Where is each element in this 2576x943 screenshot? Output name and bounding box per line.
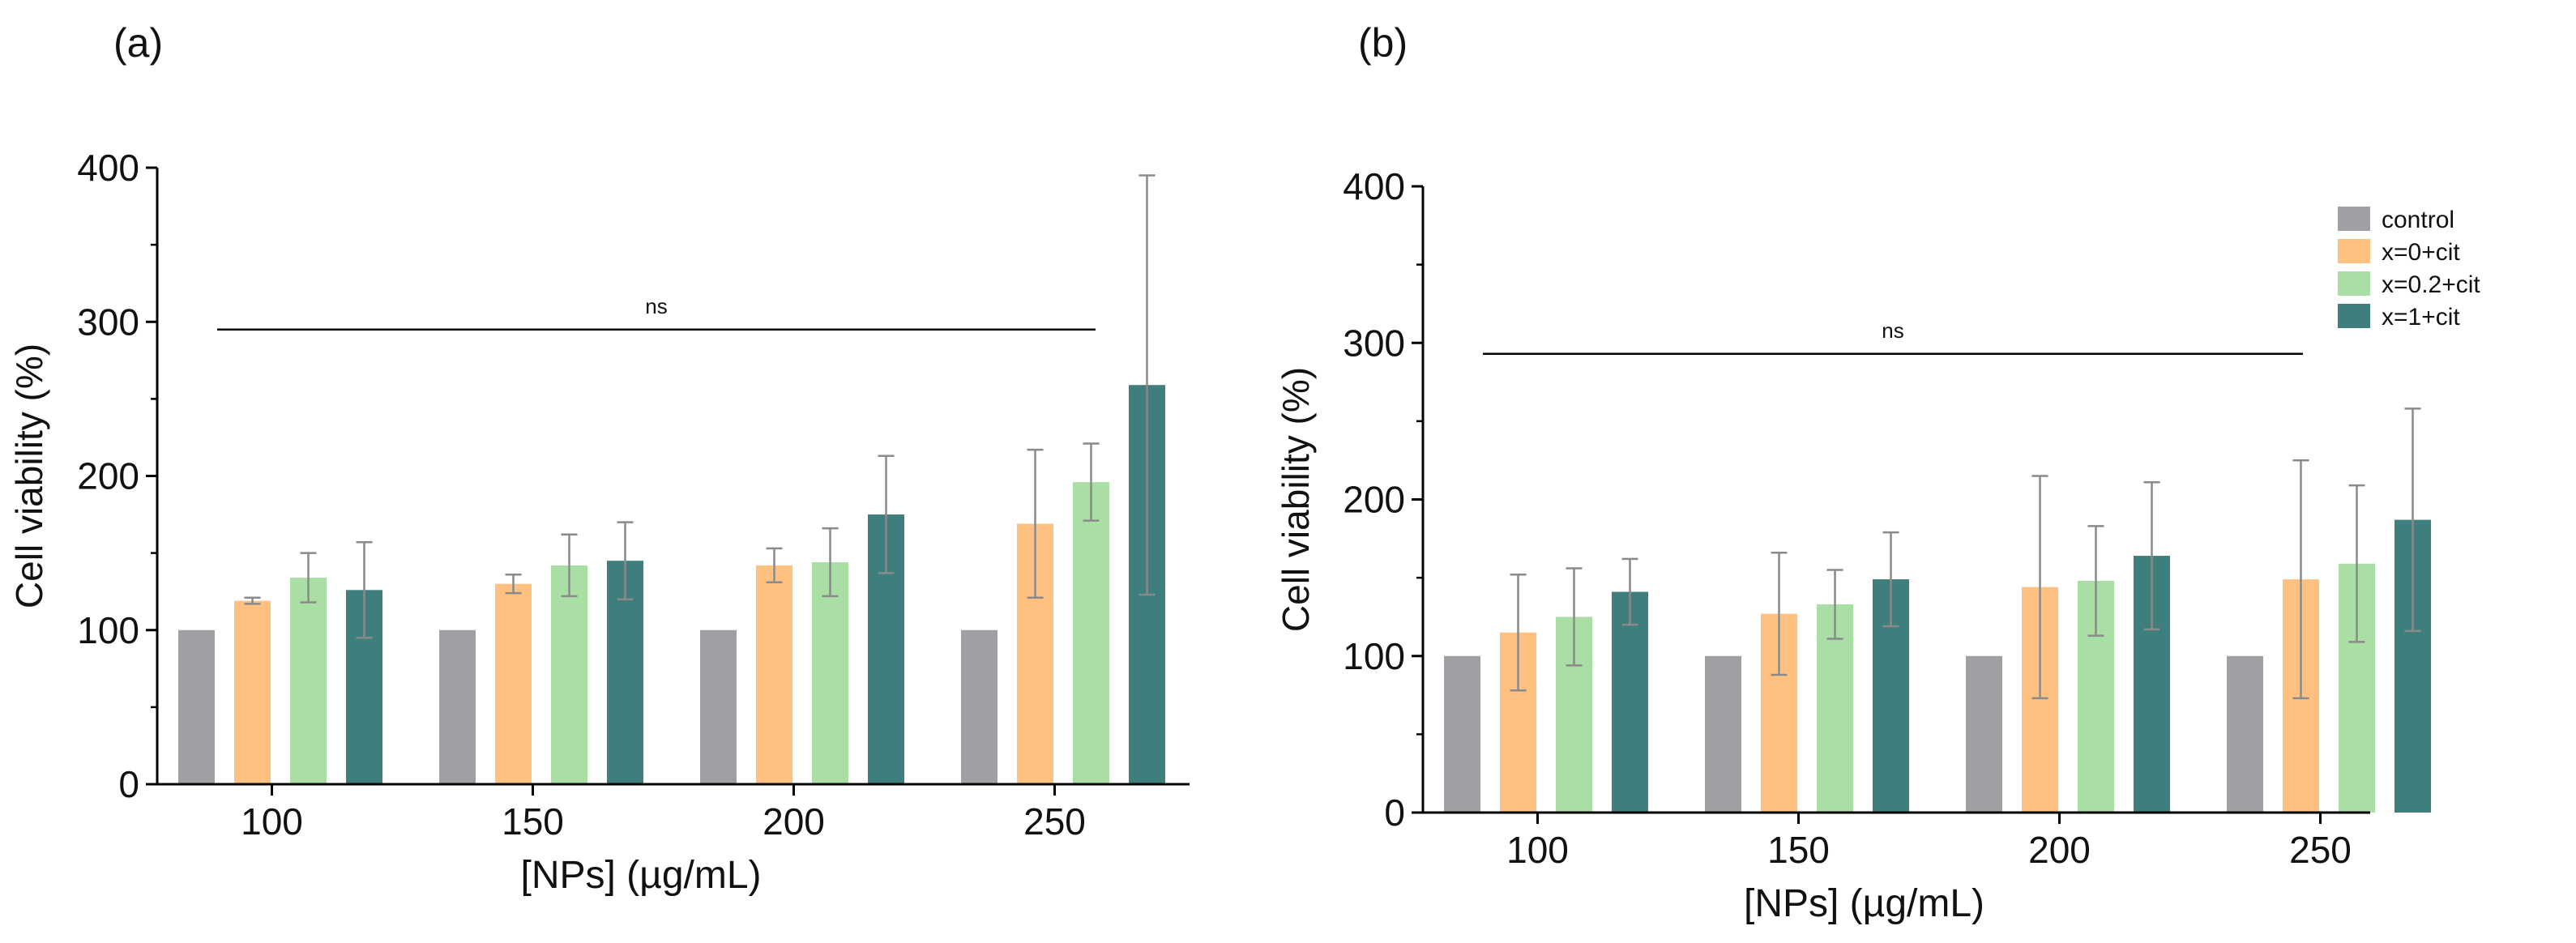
y-tick-label: 200 (77, 455, 139, 497)
legend-swatch (2338, 304, 2370, 328)
x-tick-label: 200 (763, 800, 825, 843)
y-tick-label: 200 (1343, 479, 1405, 521)
legend-swatch (2338, 207, 2370, 231)
bar (439, 629, 476, 784)
bar (2227, 655, 2263, 813)
y-tick-label: 300 (77, 301, 139, 343)
y-tick-label: 0 (1384, 792, 1405, 834)
bar (290, 578, 327, 784)
x-tick-label: 100 (241, 800, 303, 843)
legend-label: x=1+cit (2382, 304, 2460, 331)
y-tick-label: 300 (1343, 322, 1405, 364)
y-tick-label: 400 (1343, 165, 1405, 207)
legend-swatch (2338, 239, 2370, 263)
legend-swatch (2338, 271, 2370, 296)
bar (178, 629, 215, 784)
x-tick-label: 150 (1767, 829, 1830, 871)
legend-label: control (2382, 207, 2454, 233)
significance-label: ns (1882, 318, 1903, 343)
legend-label: x=0+cit (2382, 239, 2460, 266)
legend-label: x=0.2+cit (2382, 271, 2480, 298)
bar (1444, 655, 1480, 813)
bar (1073, 482, 1109, 784)
bar (756, 565, 792, 784)
bar (1612, 591, 1648, 813)
y-axis-label: Cell viability (%) (8, 343, 50, 608)
bar (551, 565, 587, 784)
panel-label: (b) (1358, 20, 1408, 66)
y-tick-label: 100 (77, 609, 139, 651)
y-tick-label: 100 (1343, 635, 1405, 677)
panel-label: (a) (113, 20, 163, 66)
bar (700, 629, 737, 784)
panel-a: (a) 0 100 200 300 400 100 150 200 250 [NPs] (µg/mL… (8, 20, 1190, 897)
bar (961, 629, 998, 784)
bar (1705, 655, 1741, 813)
bar (234, 600, 271, 784)
x-axis-label: [NPs] (µg/mL) (520, 854, 761, 897)
panel-b: (b) 0 100 200 300 400 100 150 200 250 [NPs] (µg/mL… (1275, 20, 2480, 925)
bar (812, 562, 848, 784)
significance-label: ns (645, 294, 667, 318)
x-axis-label: [NPs] (µg/mL) (1744, 882, 1984, 925)
x-tick-label: 250 (1023, 800, 1086, 843)
x-tick-label: 150 (502, 800, 564, 843)
x-tick-label: 250 (2289, 829, 2352, 871)
bar (1966, 655, 2002, 813)
x-tick-label: 200 (2028, 829, 2091, 871)
x-tick-label: 100 (1506, 829, 1569, 871)
y-tick-label: 0 (118, 763, 139, 805)
bar (495, 583, 532, 784)
y-axis-label: Cell viability (%) (1275, 367, 1317, 632)
y-tick-label: 400 (77, 147, 139, 189)
